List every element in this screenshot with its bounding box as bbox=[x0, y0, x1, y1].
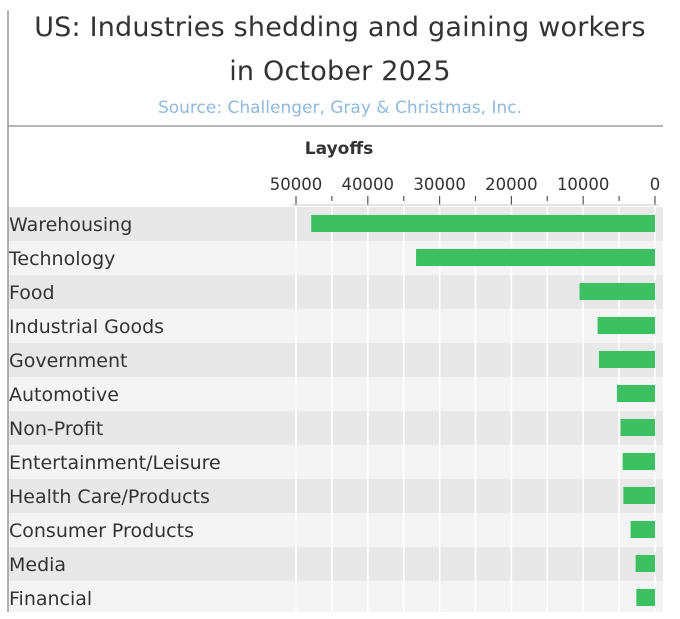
x-tick-label: 40000 bbox=[342, 175, 395, 194]
row-band bbox=[8, 377, 663, 411]
row-band bbox=[8, 411, 663, 445]
x-tick-label: 50000 bbox=[270, 175, 323, 194]
bar-industrial-goods bbox=[597, 317, 655, 334]
x-tick-label: 30000 bbox=[413, 175, 466, 194]
bar-technology bbox=[416, 249, 655, 266]
x-axis: Layoffs 50000 40000 30000 20000 10000 0 bbox=[270, 139, 661, 206]
row-band bbox=[8, 275, 663, 309]
category-label: Health Care/Products bbox=[9, 486, 210, 508]
category-labels: Warehousing Technology Food Industrial Good… bbox=[8, 214, 221, 610]
bar-food bbox=[579, 283, 655, 300]
x-axis-title: Layoffs bbox=[305, 139, 373, 159]
category-label: Entertainment/Leisure bbox=[9, 452, 221, 474]
category-label: Technology bbox=[8, 248, 115, 270]
bars bbox=[311, 215, 655, 606]
category-label: Media bbox=[9, 554, 66, 576]
category-label: Consumer Products bbox=[9, 520, 194, 542]
category-label: Industrial Goods bbox=[9, 316, 164, 338]
x-tick-label: 10000 bbox=[557, 175, 610, 194]
chart-title-line-1: US: Industries shedding and gaining work… bbox=[34, 12, 646, 43]
row-band bbox=[8, 581, 663, 612]
bar-consumer-products bbox=[630, 521, 655, 538]
bar-automotive bbox=[616, 385, 655, 402]
bar-financial bbox=[636, 589, 655, 606]
bar-media bbox=[635, 555, 655, 572]
chart-title-line-2: in October 2025 bbox=[229, 56, 451, 87]
row-bands bbox=[8, 207, 663, 612]
category-label: Government bbox=[9, 350, 128, 372]
row-band bbox=[8, 513, 663, 547]
category-label: Non-Profit bbox=[9, 418, 103, 440]
category-label: Financial bbox=[9, 588, 92, 610]
bar-government bbox=[598, 351, 655, 368]
row-band bbox=[8, 343, 663, 377]
category-label: Food bbox=[9, 282, 55, 304]
x-tick-label: 0 bbox=[650, 175, 661, 194]
gridlines bbox=[295, 207, 656, 612]
bar-entertainment-leisure bbox=[622, 453, 655, 470]
x-tick-label: 20000 bbox=[485, 175, 538, 194]
row-band bbox=[8, 309, 663, 343]
category-label: Warehousing bbox=[9, 214, 132, 236]
bar-health-care-products bbox=[623, 487, 655, 504]
row-band bbox=[8, 445, 663, 479]
row-band bbox=[8, 547, 663, 581]
category-label: Automotive bbox=[9, 384, 119, 406]
frame bbox=[7, 10, 663, 612]
bar-non-profit bbox=[620, 419, 655, 436]
row-band bbox=[8, 479, 663, 513]
bar-warehousing bbox=[311, 215, 655, 232]
chart-subtitle: Source: Challenger, Gray & Christmas, In… bbox=[157, 98, 523, 118]
